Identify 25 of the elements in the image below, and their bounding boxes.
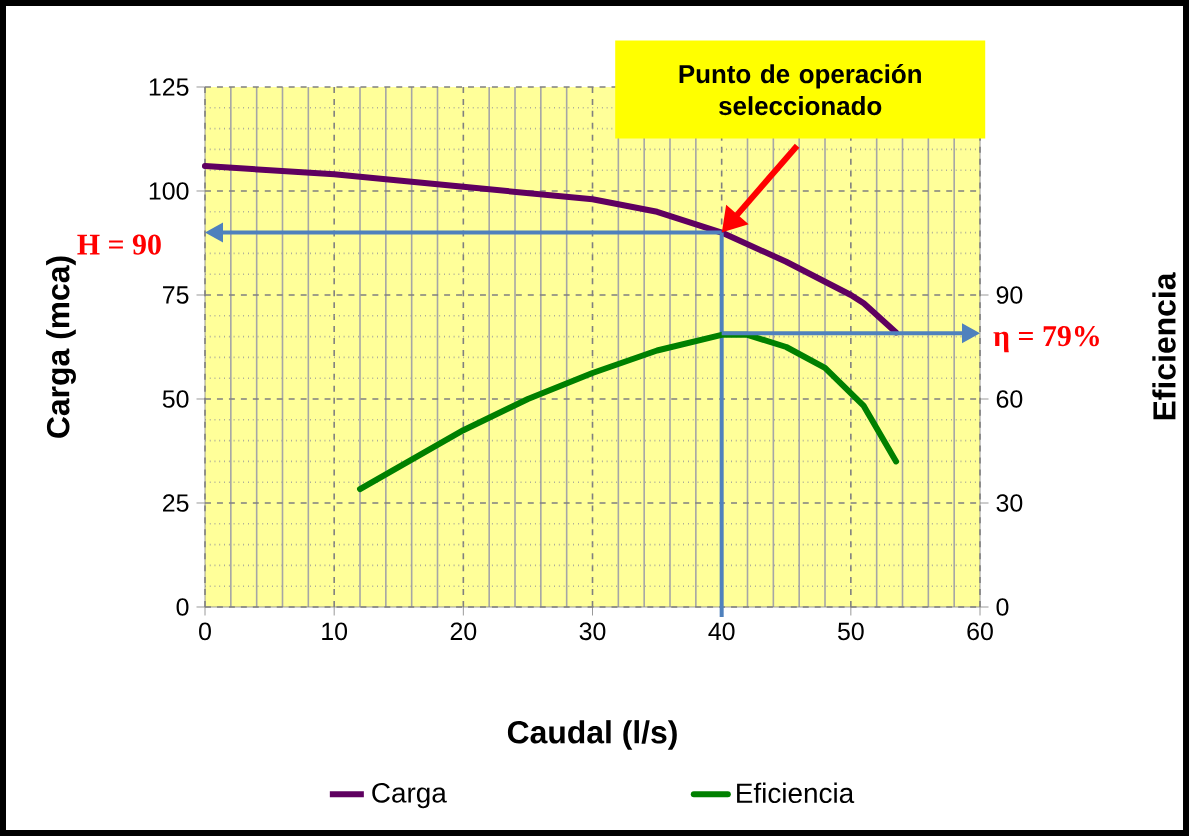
x-tick-label: 20 [450,622,477,641]
y-tick-label: 50 [162,390,189,408]
x-tick-label: 0 [199,622,211,641]
y-axis-title: Carga (mca) [46,256,76,438]
x-tick-label: 40 [708,622,735,641]
y-tick-label: 75 [163,286,189,304]
y2-tick-label: 0 [996,598,1009,616]
y2-tick-label: 60 [996,390,1023,408]
y-tick-label: 25 [163,494,189,512]
x-axis-title: Caudal (l/s) [507,720,677,750]
y2-tick-label: 30 [996,494,1023,512]
y2-tick-label: 90 [996,286,1023,304]
ref-line-label: H = 90 [77,234,161,255]
y-tick-label: 100 [149,182,189,200]
x-tick-label: 50 [837,622,864,641]
x-tick-label: 60 [967,622,993,641]
legend-label: Eficiencia [737,782,855,804]
y2-axis-title: Eficiencia [1152,272,1176,420]
y-tick-label: 125 [149,78,189,96]
x-tick-label: 10 [322,622,348,641]
legend-label: Carga [372,782,447,809]
ref-line-label: η = 79% [993,326,1099,353]
x-tick-label: 30 [579,622,606,641]
annotation: Punto de operación seleccionado [679,64,921,116]
y-tick-label: 0 [176,598,189,616]
